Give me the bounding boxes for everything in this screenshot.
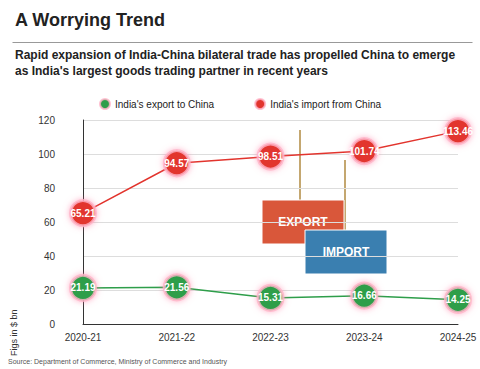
svg-text:14.25: 14.25 xyxy=(445,294,470,305)
svg-text:0: 0 xyxy=(49,319,55,330)
svg-text:113.46: 113.46 xyxy=(443,126,473,137)
svg-text:Figs in $ bn: Figs in $ bn xyxy=(9,309,19,356)
svg-text:101.74: 101.74 xyxy=(349,146,380,157)
svg-text:IMPORT: IMPORT xyxy=(322,245,370,259)
svg-text:2022-23: 2022-23 xyxy=(252,332,289,343)
svg-text:Source: Department of Commerce: Source: Department of Commerce, Ministry… xyxy=(8,358,228,366)
svg-text:India's export to China: India's export to China xyxy=(115,99,215,110)
svg-text:as India's largest goods tradi: as India's largest goods trading partner… xyxy=(15,64,328,78)
svg-text:60: 60 xyxy=(44,217,56,228)
svg-text:94.57: 94.57 xyxy=(164,158,189,169)
svg-text:21.56: 21.56 xyxy=(164,282,189,293)
svg-text:India's import from China: India's import from China xyxy=(270,99,381,110)
svg-text:15.31: 15.31 xyxy=(258,292,283,303)
svg-text:2023-24: 2023-24 xyxy=(346,332,383,343)
svg-text:Rapid expansion of India-China: Rapid expansion of India-China bilateral… xyxy=(15,48,458,62)
svg-text:40: 40 xyxy=(44,251,56,262)
svg-text:20: 20 xyxy=(44,285,56,296)
svg-text:16.66: 16.66 xyxy=(352,290,377,301)
svg-text:A Worrying Trend: A Worrying Trend xyxy=(15,10,165,30)
svg-text:80: 80 xyxy=(44,183,56,194)
svg-text:21.19: 21.19 xyxy=(70,282,95,293)
svg-text:2020-21: 2020-21 xyxy=(65,332,102,343)
svg-text:98.51: 98.51 xyxy=(258,151,283,162)
svg-text:100: 100 xyxy=(38,149,55,160)
svg-text:65.21: 65.21 xyxy=(70,208,95,219)
svg-text:2021-22: 2021-22 xyxy=(158,332,195,343)
svg-text:2024-25: 2024-25 xyxy=(440,332,477,343)
svg-text:120: 120 xyxy=(38,115,55,126)
svg-text:EXPORT: EXPORT xyxy=(278,215,328,229)
